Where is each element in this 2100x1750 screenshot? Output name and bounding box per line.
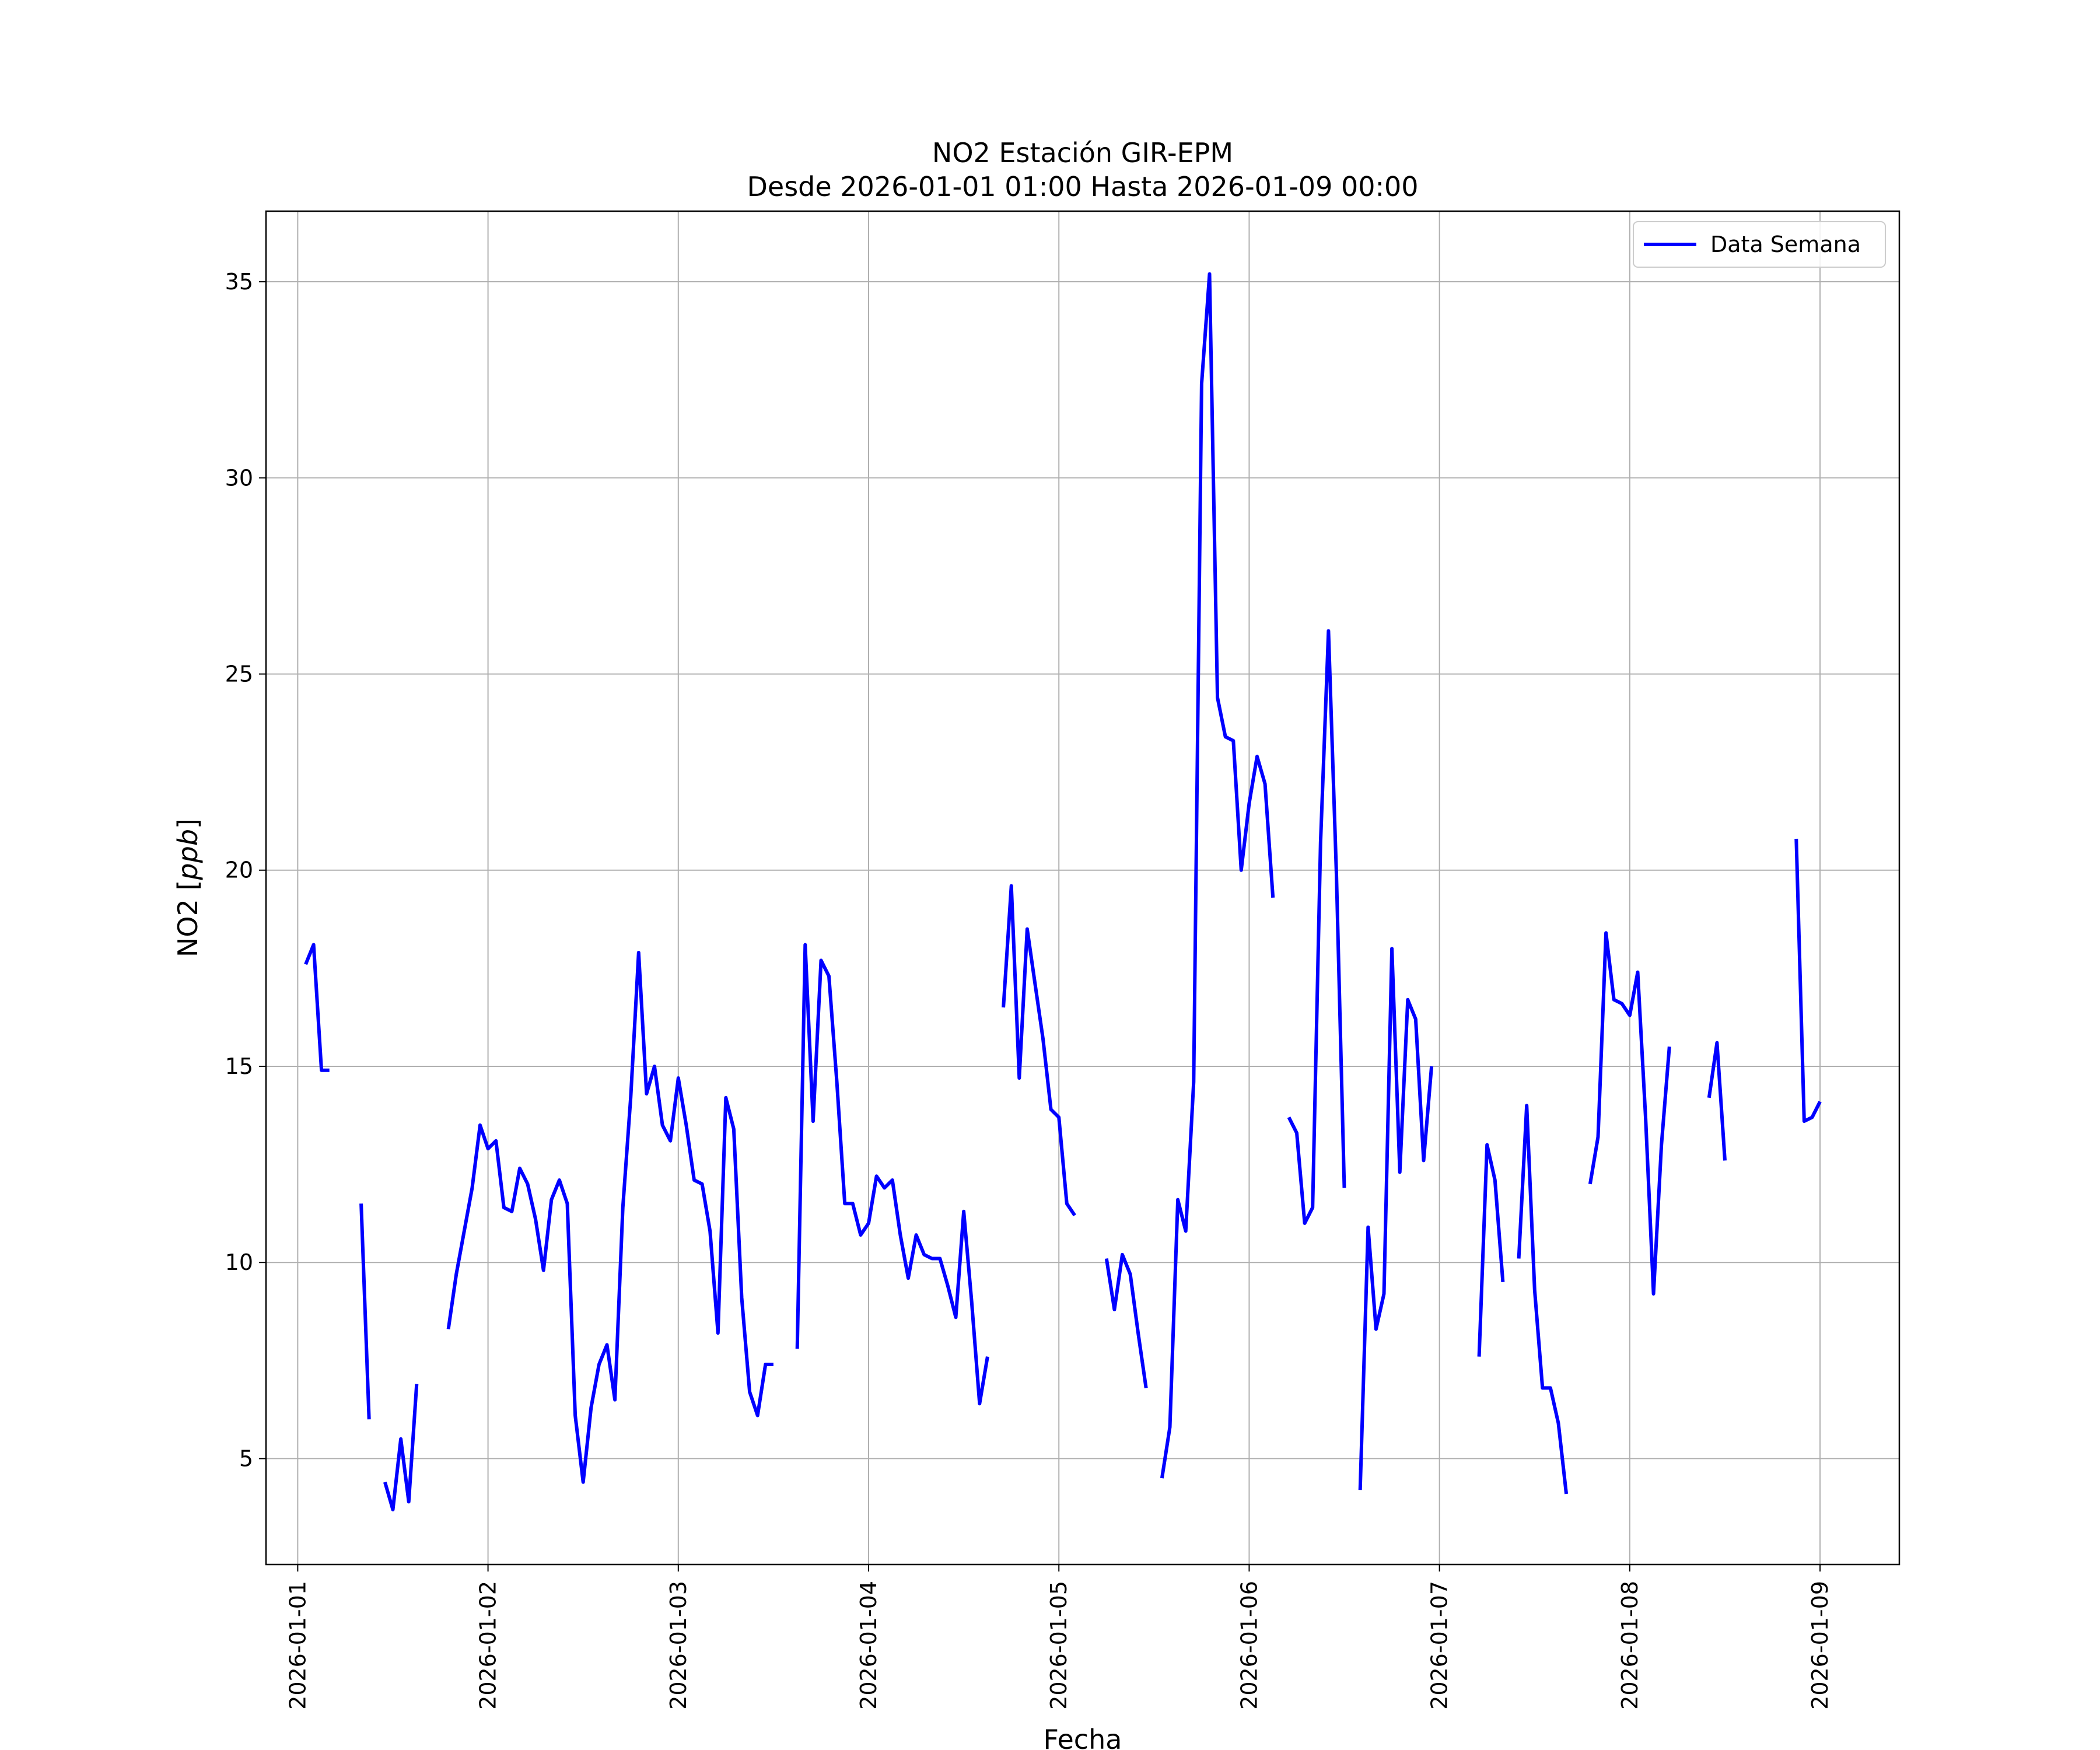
chart-title: NO2 Estación GIR-EPM [932, 137, 1233, 169]
y-axis-label-close: ] [172, 818, 204, 829]
x-tick-label: 2026-01-02 [475, 1581, 501, 1710]
series-line-segment [1794, 838, 1822, 1124]
grid-lines [266, 211, 1899, 1564]
x-axis-label: Fecha [1044, 1724, 1122, 1750]
series-line-segment [1287, 629, 1346, 1225]
y-axis-label-unit: ppb [172, 829, 204, 881]
series-line-segment [1358, 947, 1434, 1490]
y-axis-label: NO2 [ppb] [172, 818, 204, 957]
axis-ticks: 2026-01-01 2026-01-02 2026-01-03 2026-01-04… [225, 269, 1833, 1710]
y-tick-label: 35 [225, 269, 253, 295]
series-line-segment [795, 943, 989, 1406]
series-layer [304, 272, 1822, 1511]
y-tick-label: 10 [225, 1250, 253, 1275]
x-tick-label: 2026-01-03 [666, 1581, 691, 1710]
chart-subtitle: Desde 2026-01-01 01:00 Hasta 2026-01-09 … [747, 171, 1418, 202]
x-tick-label: 2026-01-04 [856, 1581, 881, 1710]
y-tick-label: 30 [225, 465, 253, 491]
y-tick-label: 5 [239, 1446, 253, 1471]
series-line-segment [1104, 1252, 1148, 1388]
x-tick-label: 2026-01-01 [285, 1581, 310, 1710]
series-line-segment [383, 1384, 419, 1511]
series-line-segment [1002, 884, 1076, 1217]
legend-box [1633, 221, 1886, 268]
plot-area-frame [265, 210, 1901, 1566]
x-tick-label: 2026-01-09 [1807, 1581, 1833, 1710]
series-line-segment [1517, 1104, 1569, 1494]
x-tick-label: 2026-01-05 [1046, 1581, 1072, 1710]
y-tick-label: 15 [225, 1054, 253, 1079]
legend-label: Data Semana [1710, 232, 1861, 257]
y-tick-label: 20 [225, 858, 253, 883]
y-axis-label-main: NO2 [ [172, 880, 204, 957]
series-line-segment [1477, 1143, 1505, 1357]
x-tick-label: 2026-01-07 [1427, 1581, 1452, 1710]
series-line-segment [446, 951, 774, 1484]
legend: Data Semana [1633, 221, 1886, 268]
series-line-segment [359, 1203, 371, 1420]
series-line-segment [1707, 1041, 1727, 1161]
y-tick-label: 25 [225, 662, 253, 687]
x-tick-label: 2026-01-06 [1236, 1581, 1262, 1710]
series-line-segment [1160, 272, 1275, 1479]
series-line-segment [1588, 931, 1671, 1296]
series-line-segment [304, 943, 330, 1072]
x-tick-label: 2026-01-08 [1617, 1581, 1643, 1710]
